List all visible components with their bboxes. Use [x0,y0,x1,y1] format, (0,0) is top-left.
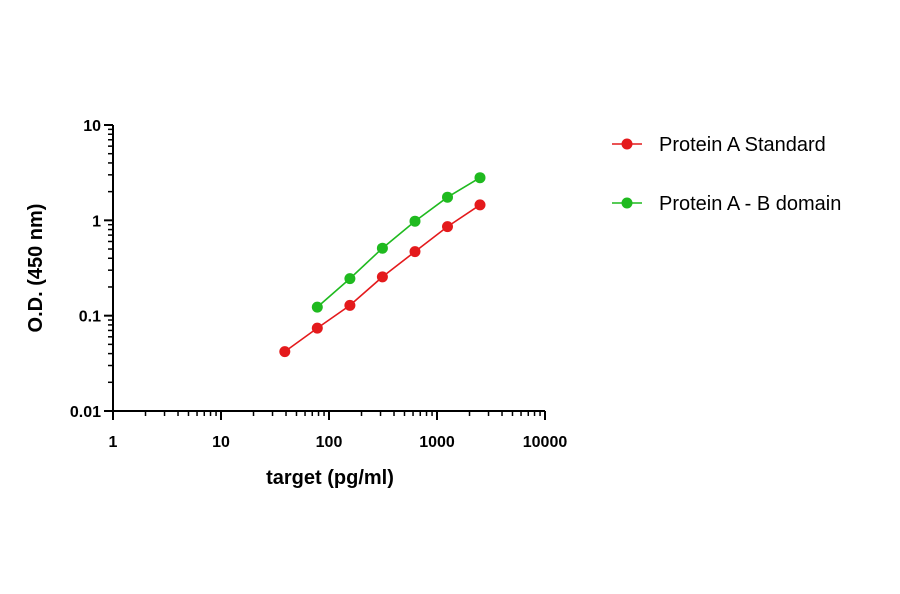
x-tick-label: 1 [109,434,118,451]
series-line [316,177,481,308]
y-tick-label: 0.1 [79,309,101,326]
y-tick-label: 1 [92,213,101,230]
series-2 [311,172,486,313]
series-1 [279,199,486,358]
data-point [344,299,356,311]
data-point [311,301,323,313]
data-point [409,246,421,258]
y-tick-label: 10 [83,118,101,135]
y-axis-title: O.D. (450 nm) [25,204,47,333]
legend: Protein A Standard Protein A - B domain [612,134,841,215]
series-layer [279,172,486,358]
data-point [311,322,323,334]
legend-item: Protein A Standard [612,134,826,156]
data-point [279,346,291,358]
data-point [442,191,453,203]
y-axis: 0.01 0.1 1 10 [70,118,114,421]
data-point [376,242,388,254]
x-tick-label: 10 [212,434,230,451]
x-tick-label: 10000 [523,434,568,451]
x-axis: 1 10 100 1000 10000 [109,410,568,451]
x-tick-label: 1000 [419,434,455,451]
legend-item: Protein A - B domain [612,193,841,215]
data-point [344,273,356,285]
data-point [409,215,421,227]
x-tick-label: 100 [316,434,343,451]
data-point [474,199,486,211]
legend-label: Protein A - B domain [659,193,841,215]
data-point [376,271,388,283]
legend-label: Protein A Standard [659,134,826,156]
legend-marker [621,197,633,209]
legend-marker [621,138,633,150]
data-point [474,172,486,184]
y-tick-label: 0.01 [70,404,101,421]
data-point [442,221,453,233]
x-axis-title: target (pg/ml) [266,467,394,489]
